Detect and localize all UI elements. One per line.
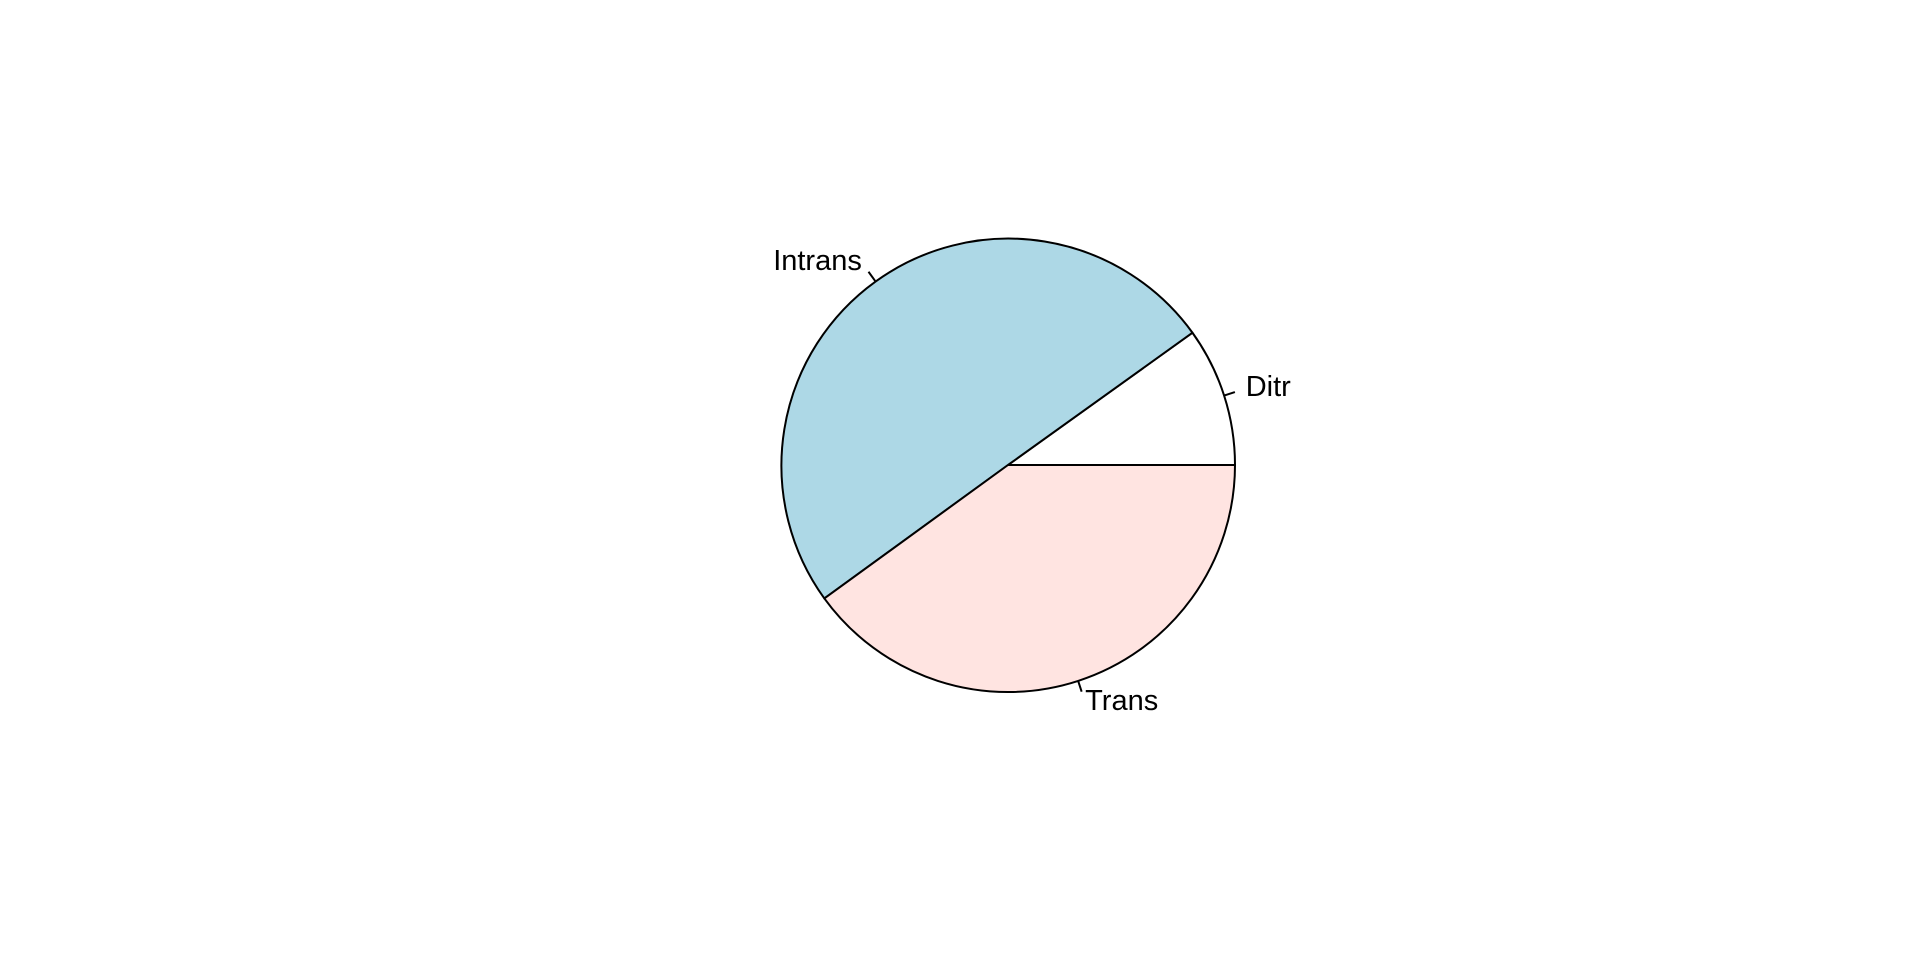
pie-label-intrans: Intrans xyxy=(773,245,862,277)
pie-slice-intrans xyxy=(780,237,1194,600)
pie-label-tick-ditr xyxy=(1223,391,1236,397)
pie-label-tick-trans xyxy=(1077,680,1083,692)
pie-slices xyxy=(780,237,1236,693)
pie-label-trans: Trans xyxy=(1085,685,1158,717)
pie-label-ticks xyxy=(867,271,1236,692)
pie-slice-ditr xyxy=(1007,331,1236,466)
pie-label-ditr: Ditr xyxy=(1246,371,1291,403)
pie-labels: Ditr Intrans Trans xyxy=(773,245,1291,717)
pie-label-tick-intrans xyxy=(867,271,876,282)
